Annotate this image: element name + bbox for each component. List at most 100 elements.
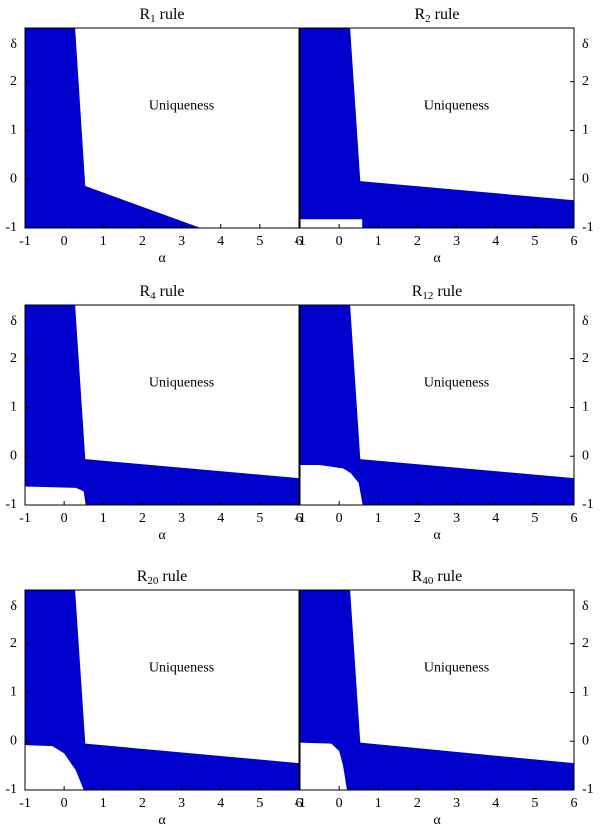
x-tick-label: 4 [492,511,499,526]
x-tick-label: 3 [453,511,460,526]
x-tick-label: 4 [217,234,224,249]
x-tick-label: 6 [296,796,303,811]
x-tick-label: 1 [100,511,107,526]
y-tick-label: 2 [582,74,589,89]
x-axis-label: α [158,251,166,266]
chart-title: R2 rule [414,6,459,25]
x-tick-label: -1 [19,796,31,811]
title-base: R [137,568,148,585]
chart-title: R4 rule [139,283,184,302]
x-tick-label: 1 [100,796,107,811]
title-rest: rule [156,283,185,300]
y-tick-label: 0 [10,448,17,463]
region [300,590,574,790]
y-tick-label: -1 [5,782,17,797]
title-subscript: 40 [422,575,434,587]
annotation: Uniqueness [149,375,214,390]
x-tick-label: 2 [414,234,421,249]
annotation: Uniqueness [149,98,214,113]
y-tick-label: 2 [582,636,589,651]
x-tick-label: 0 [336,511,343,526]
region [300,305,574,505]
x-tick-label: 6 [571,234,578,249]
y-tick-label: 1 [582,685,589,700]
y-tick-label: -1 [5,497,17,512]
y-axis-label: δ [582,37,589,52]
y-tick-label: 2 [10,351,17,366]
x-tick-label: 3 [178,234,185,249]
panel: -1 0 1 2 3 4 5 6 -1 0 1 2 δ α Uniqueness R20 rule [5,568,302,829]
y-tick-label: -1 [582,782,594,797]
x-tick-label: 5 [531,796,538,811]
y-tick-label: 2 [10,74,17,89]
chart-title: R20 rule [137,568,188,587]
x-tick-label: 6 [296,511,303,526]
plot-frame [299,27,575,229]
x-tick-label: 0 [336,796,343,811]
x-tick-label: 2 [139,511,146,526]
chart-title: R1 rule [139,6,184,25]
plot-frame [24,589,300,791]
title-subscript: 20 [147,575,159,587]
x-tick-label: 4 [492,234,499,249]
x-tick-label: 6 [571,796,578,811]
title-rest: rule [158,568,187,585]
y-tick-label: -1 [582,220,594,235]
region [25,28,201,228]
y-tick-label: -1 [5,220,17,235]
title-subscript: 2 [425,13,431,25]
title-base: R [139,6,150,23]
x-tick-label: 6 [571,511,578,526]
x-tick-label: -1 [294,511,306,526]
title-rest: rule [433,568,462,585]
y-tick-label: 0 [582,733,589,748]
x-tick-label: 3 [453,234,460,249]
x-tick-label: 5 [256,511,263,526]
annotation: Uniqueness [149,660,214,675]
x-tick-label: 0 [61,511,68,526]
y-tick-label: 0 [10,171,17,186]
plot-frame [24,304,300,506]
y-axis-label: δ [10,599,17,614]
title-subscript: 4 [150,290,156,302]
title-base: R [412,568,423,585]
x-tick-label: 0 [61,234,68,249]
x-axis-label: α [158,813,166,828]
x-tick-label: 1 [375,511,382,526]
title-base: R [414,6,425,23]
title-base: R [139,283,150,300]
x-tick-label: 0 [61,796,68,811]
x-tick-label: -1 [19,511,31,526]
x-tick-label: 4 [217,796,224,811]
y-tick-label: 0 [582,448,589,463]
x-tick-label: 2 [414,796,421,811]
plot-frame [299,589,575,791]
x-tick-label: 0 [336,234,343,249]
x-tick-label: 5 [256,796,263,811]
y-tick-label: 2 [10,636,17,651]
x-axis-label: α [158,528,166,543]
y-tick-label: 1 [582,400,589,415]
y-tick-label: 0 [10,733,17,748]
y-tick-label: 0 [582,171,589,186]
title-subscript: 1 [150,13,156,25]
title-rest: rule [433,283,462,300]
x-tick-label: 3 [178,796,185,811]
y-tick-label: 1 [10,400,17,415]
annotation: Uniqueness [424,98,489,113]
title-base: R [412,283,423,300]
region [25,305,299,505]
x-tick-label: 4 [217,511,224,526]
x-tick-label: 5 [531,234,538,249]
y-axis-label: δ [582,314,589,329]
x-axis-label: α [433,251,441,266]
y-tick-label: 1 [10,685,17,700]
y-tick-label: 1 [582,123,589,138]
region [25,590,299,790]
x-tick-label: -1 [294,796,306,811]
annotation: Uniqueness [424,660,489,675]
